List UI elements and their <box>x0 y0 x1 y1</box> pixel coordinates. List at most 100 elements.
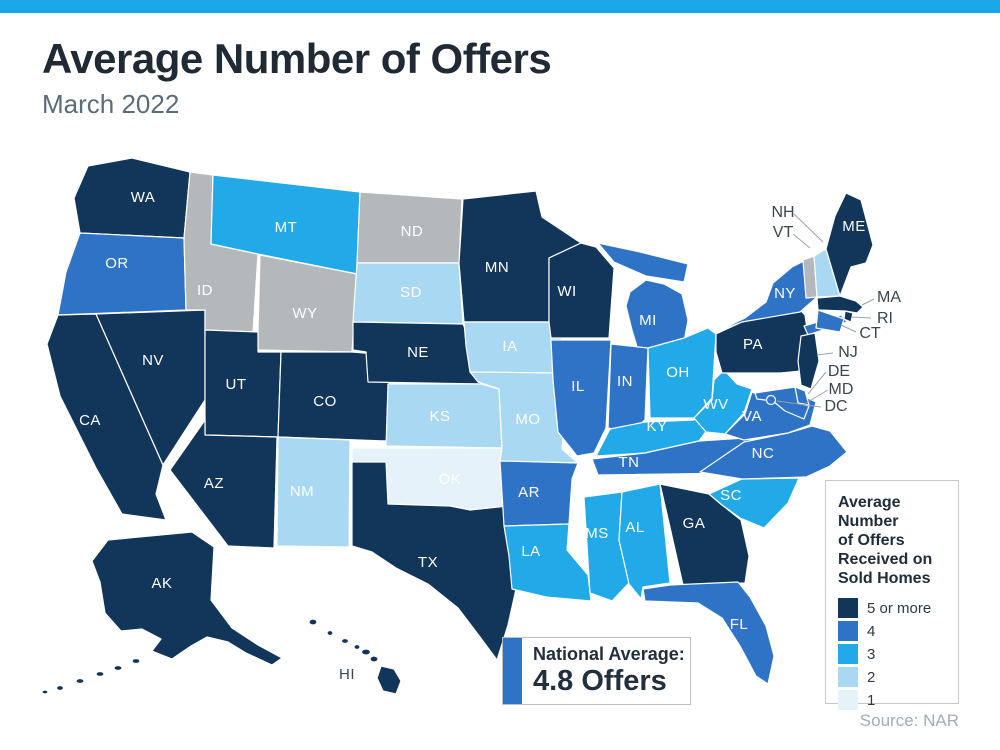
top-accent-bar <box>0 0 1000 13</box>
state-ak <box>75 677 85 685</box>
legend-item-3: 3 <box>838 643 958 665</box>
state-hi <box>326 629 334 637</box>
state-ar <box>499 460 579 527</box>
state-label-la: LA <box>521 543 540 560</box>
state-label-in: IN <box>617 373 633 390</box>
state-me <box>825 192 874 297</box>
state-wv <box>693 369 753 435</box>
state-label-ky: KY <box>646 418 667 435</box>
state-label-ga: GA <box>683 515 706 532</box>
state-label-nd: ND <box>401 223 424 240</box>
state-label-il: IL <box>571 378 585 395</box>
legend-title-line: Sold Homes <box>838 570 931 587</box>
state-ak <box>95 670 105 678</box>
state-label-wy: WY <box>292 305 317 322</box>
legend-title: Average Number of Offers Received on Sold Ho… <box>838 493 958 588</box>
state-label-or: OR <box>105 255 129 272</box>
callout-label-ri: RI <box>877 310 893 327</box>
state-la <box>503 523 592 602</box>
state-label-fl: FL <box>730 616 749 633</box>
page-subtitle: March 2022 <box>42 89 180 120</box>
state-md <box>754 386 810 420</box>
state-wy <box>257 254 358 353</box>
state-label-nc: NC <box>752 445 775 462</box>
state-oh <box>647 327 717 419</box>
state-label-va: VA <box>742 408 762 425</box>
state-ak <box>41 689 49 695</box>
state-label-ny: NY <box>774 285 796 302</box>
legend-item-1: 1 <box>838 689 958 711</box>
legend-title-line: Average <box>838 494 901 511</box>
state-ma <box>816 295 864 314</box>
state-hi <box>340 637 350 645</box>
source-attribution: Source: NAR <box>859 711 959 730</box>
state-label-nv: NV <box>142 352 164 369</box>
legend-swatch <box>838 598 858 618</box>
state-nc <box>699 425 848 480</box>
state-label-pa: PA <box>743 336 763 353</box>
callout-line-ma <box>861 298 875 306</box>
callout-line-vt <box>792 233 811 249</box>
state-ak <box>113 664 123 672</box>
state-hi <box>369 655 379 663</box>
state-ny <box>715 256 817 333</box>
legend-swatch <box>838 690 858 710</box>
state-label-ia: IA <box>502 338 517 355</box>
state-tx <box>351 461 517 661</box>
state-ak <box>55 684 65 692</box>
state-label-ak: AK <box>151 575 172 592</box>
national-average-label: National Average: <box>533 644 685 664</box>
callout-label-de: DE <box>828 363 850 380</box>
state-label-mt: MT <box>275 219 298 236</box>
legend-items: 5 or more 4 3 2 1 <box>838 597 958 711</box>
state-mi <box>597 242 689 283</box>
state-al <box>618 483 671 600</box>
callout-label-vt: VT <box>773 224 794 241</box>
state-label-mo: MO <box>515 411 540 428</box>
legend-title-line: Number <box>838 513 899 530</box>
state-ak <box>91 531 283 666</box>
callout-label-md: MD <box>829 381 854 398</box>
legend-item-label: 1 <box>867 691 876 709</box>
state-hi <box>360 648 372 656</box>
state-az <box>169 419 278 549</box>
callout-line-dc <box>776 400 822 408</box>
state-nm <box>276 436 351 548</box>
state-label-id: ID <box>197 282 213 299</box>
legend-swatch <box>838 644 858 664</box>
callout-line-de <box>807 371 827 395</box>
page-header: Average Number of Offers March 2022 <box>42 35 552 120</box>
national-average-callout: National Average: 4.8 Offers <box>502 637 691 705</box>
callout-label-nh: NH <box>771 204 794 221</box>
state-nj <box>797 332 820 390</box>
legend-item-label: 4 <box>867 622 876 640</box>
legend-swatch <box>838 667 858 687</box>
national-average-text: National Average: 4.8 Offers <box>522 638 685 704</box>
state-label-az: AZ <box>204 475 224 492</box>
state-label-mn: MN <box>485 259 509 276</box>
map-legend: Average Number of Offers Received on Sold Ho… <box>825 480 959 710</box>
callout-label-nj: NJ <box>838 344 858 361</box>
state-hi <box>353 643 361 651</box>
state-label-ar: AR <box>518 484 540 501</box>
state-label-wa: WA <box>131 189 156 206</box>
legend-item-5-or-more: 5 or more <box>838 597 958 619</box>
state-label-ne: NE <box>407 344 429 361</box>
national-average-value: 4.8 Offers <box>533 664 667 697</box>
state-label-ms: MS <box>585 525 609 542</box>
state-label-sc: SC <box>720 487 742 504</box>
state-dc <box>765 394 777 406</box>
state-label-mi: MI <box>639 312 657 329</box>
state-label-wi: WI <box>557 283 576 300</box>
callout-line-md <box>805 389 829 404</box>
state-label-co: CO <box>313 393 337 410</box>
legend-item-2: 2 <box>838 666 958 688</box>
page-title: Average Number of Offers <box>42 35 552 82</box>
legend-item-label: 5 or more <box>867 599 932 617</box>
legend-title-line: Received on <box>838 551 933 568</box>
state-label-wv: WV <box>703 396 728 413</box>
state-label-me: ME <box>842 218 866 235</box>
state-ct <box>815 309 845 333</box>
legend-item-4: 4 <box>838 620 958 642</box>
